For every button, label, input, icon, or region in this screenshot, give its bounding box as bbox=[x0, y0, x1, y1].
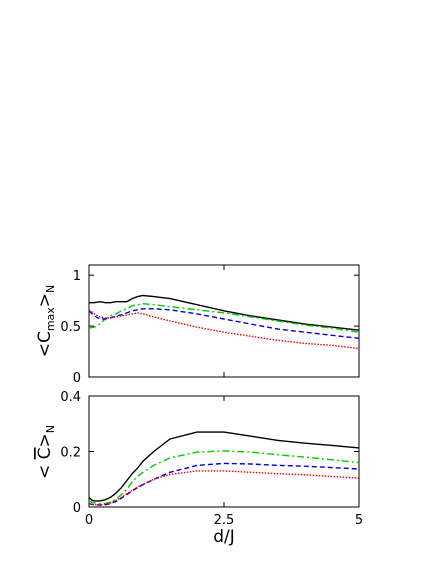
x-tick-label: 0 bbox=[85, 513, 93, 528]
x-tick-label: 5 bbox=[355, 513, 363, 528]
series-line-0 bbox=[88, 431, 360, 502]
series-line-2 bbox=[88, 462, 360, 506]
x-tick-label: 2.5 bbox=[214, 513, 235, 528]
panel-top-frame bbox=[88, 264, 360, 378]
series-line-3 bbox=[88, 309, 360, 350]
panel-bottom-marks: 0 2.5 5 0 0.2 0.4 bbox=[60, 390, 363, 528]
panel-bottom: 0 2.5 5 0 0.2 0.4 < C>N d/J bbox=[35, 390, 363, 547]
y-tick-label: 0.2 bbox=[60, 446, 81, 461]
y-tick-label: 0.4 bbox=[60, 390, 81, 405]
y-tick-label: 1 bbox=[73, 269, 81, 284]
series-line-1 bbox=[88, 450, 360, 505]
y-tick-label: 0 bbox=[73, 501, 81, 516]
y-tick-label: 0 bbox=[73, 371, 81, 386]
series-line-1 bbox=[88, 302, 360, 333]
panel-top: 00.51 <Cmax>N bbox=[35, 264, 360, 386]
series-line-2 bbox=[88, 308, 360, 339]
panel-top-ylabel: <Cmax>N bbox=[35, 285, 57, 358]
c-bar-letter: C bbox=[35, 447, 55, 459]
y-tick-label: 0.5 bbox=[60, 320, 81, 335]
series-line-0 bbox=[89, 294, 360, 331]
panel-bottom-ylabel: < C>N bbox=[35, 425, 57, 479]
panel-top-marks: 00.51 bbox=[60, 265, 360, 386]
x-axis-label: d/J bbox=[213, 527, 235, 547]
series-line-3 bbox=[88, 470, 360, 506]
